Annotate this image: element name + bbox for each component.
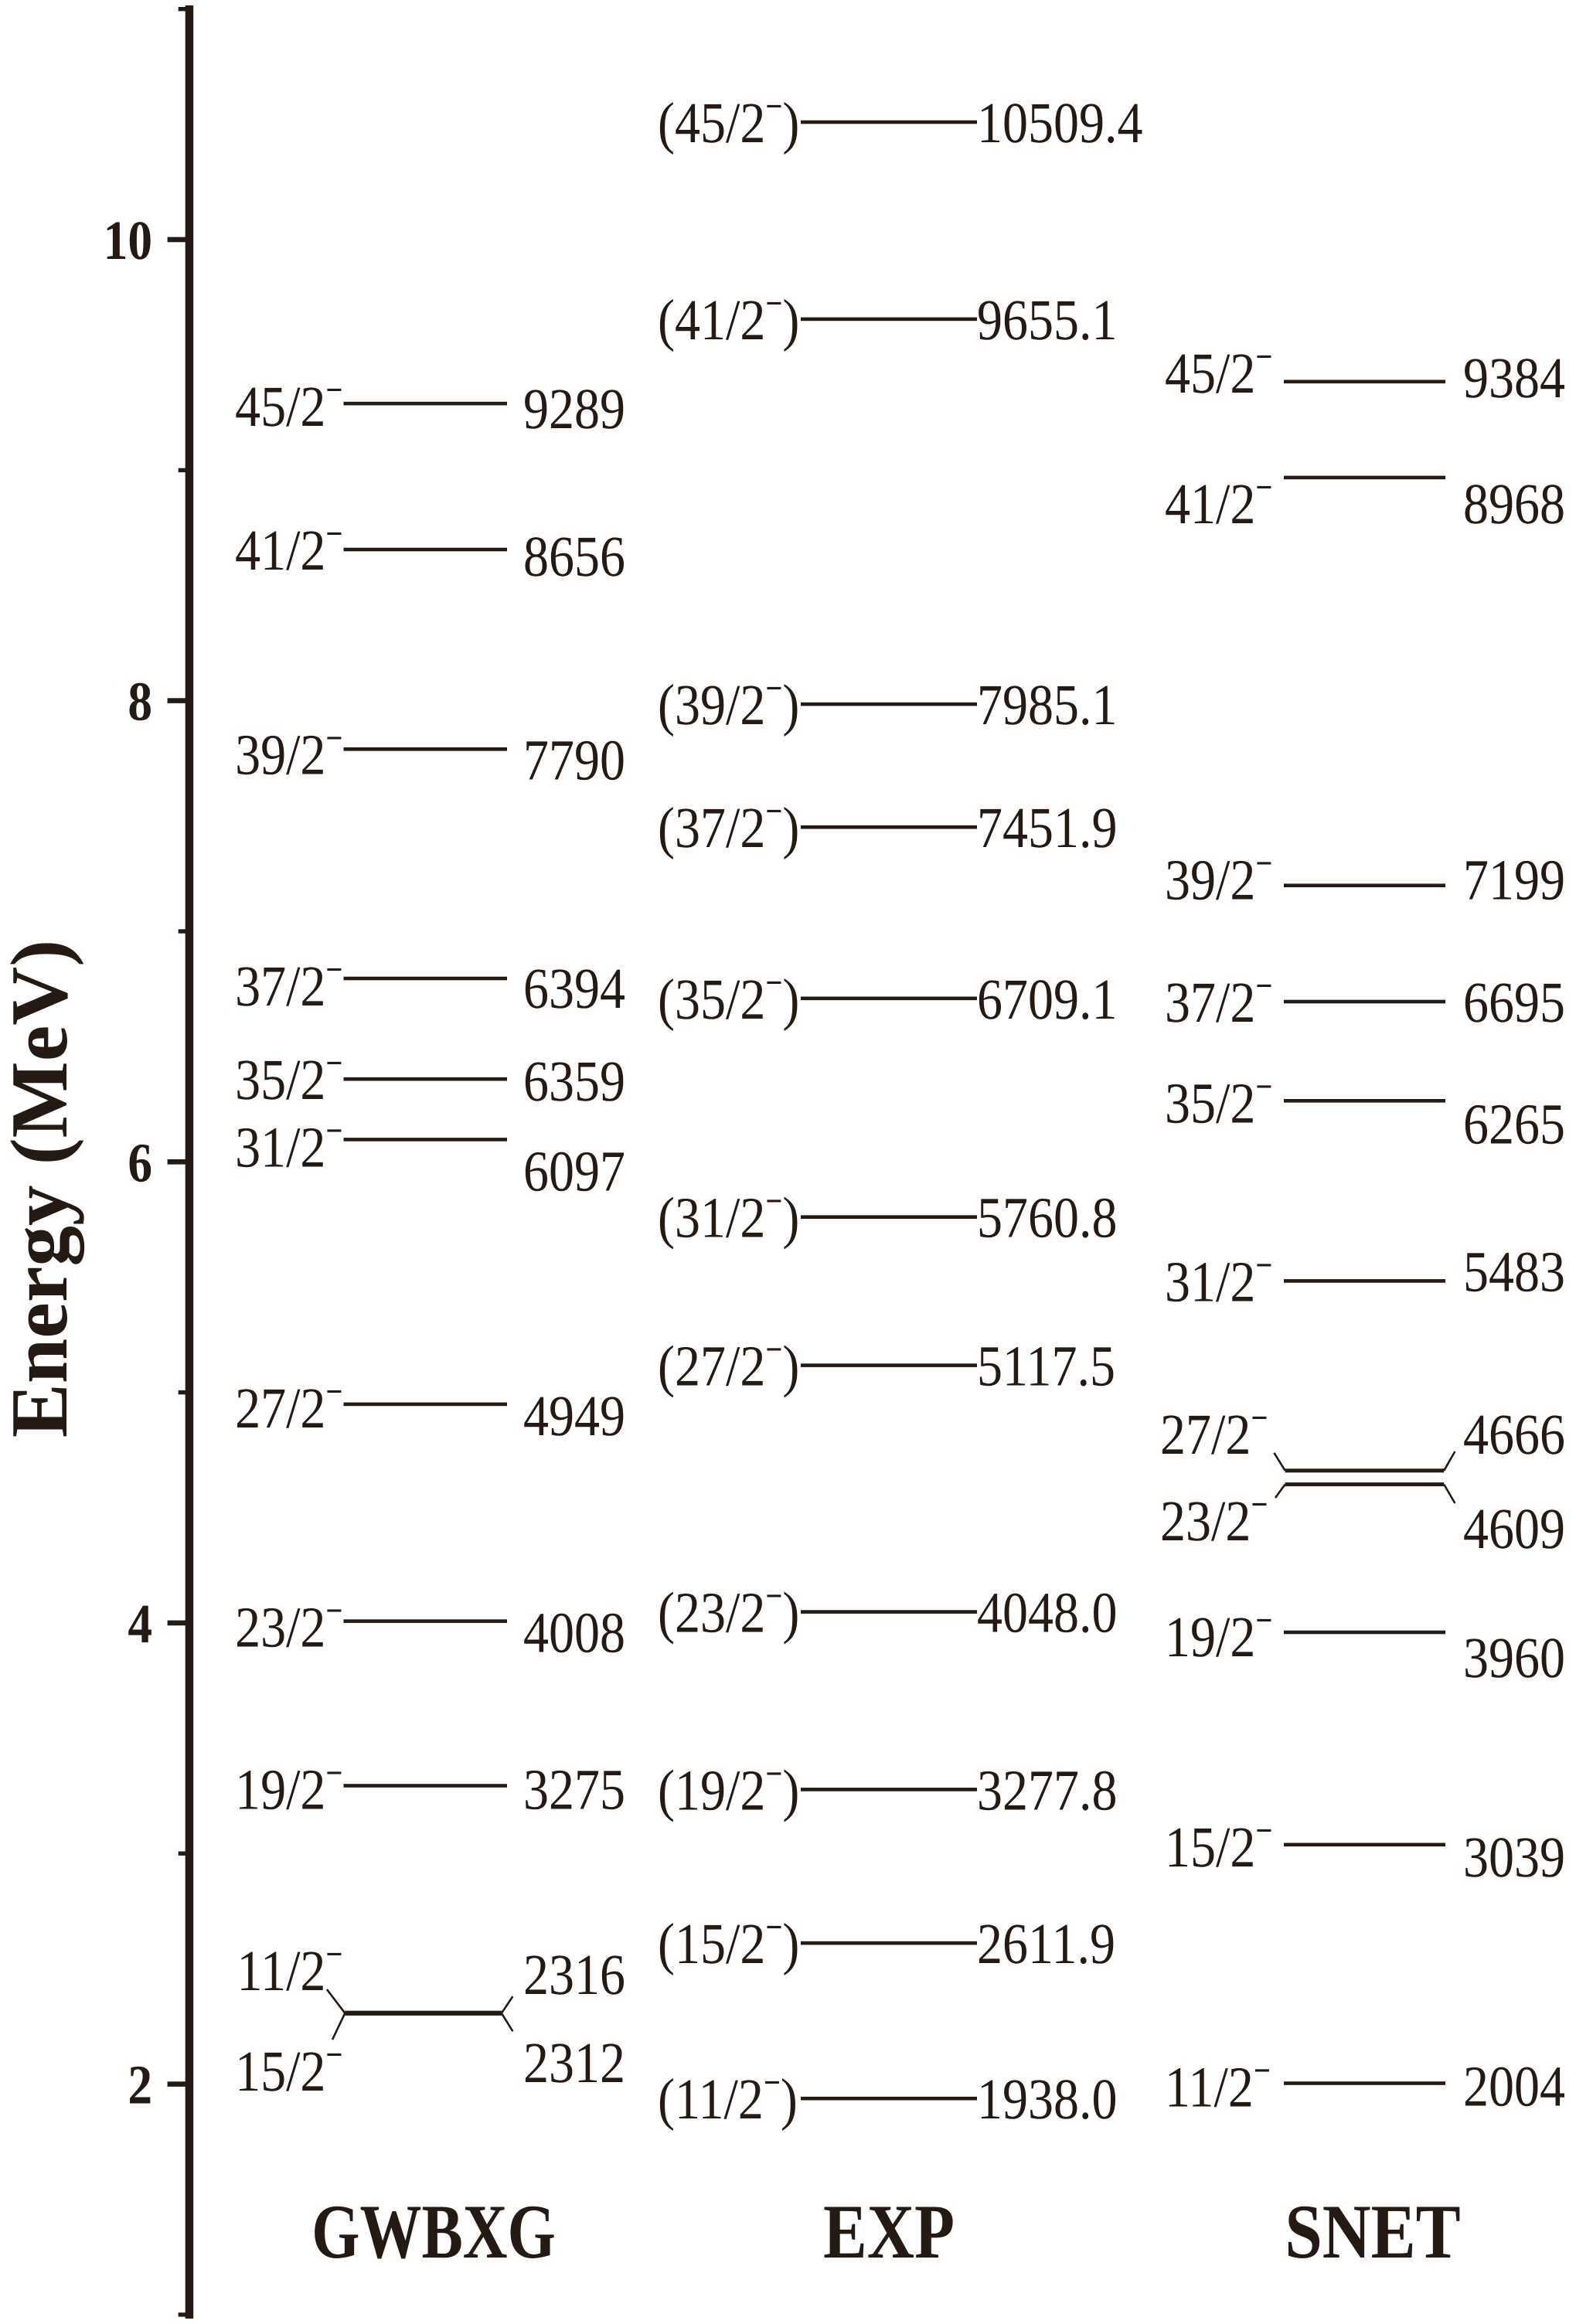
svg-text:4: 4 [128,1593,152,1655]
svg-text:31/2−: 31/2− [1165,1246,1272,1314]
svg-text:23/2−: 23/2− [1160,1485,1268,1553]
svg-text:19/2−: 19/2− [235,1754,342,1822]
svg-text:6265: 6265 [1463,1092,1565,1156]
svg-text:31/2−: 31/2− [235,1111,342,1179]
svg-text:35/2−: 35/2− [1165,1067,1272,1135]
svg-text:6394: 6394 [523,957,625,1021]
svg-text:6695: 6695 [1463,971,1565,1035]
svg-text:27/2−: 27/2− [1160,1399,1268,1467]
svg-text:6: 6 [128,1131,152,1193]
svg-text:3039: 3039 [1463,1826,1565,1890]
svg-text:23/2−: 23/2− [235,1592,342,1660]
svg-text:10509.4: 10509.4 [977,91,1143,155]
svg-text:6359: 6359 [523,1050,625,1114]
svg-text:9384: 9384 [1463,346,1565,410]
svg-text:4008: 4008 [523,1601,625,1666]
svg-text:(39/2−): (39/2−) [658,669,799,737]
svg-text:5483: 5483 [1463,1240,1565,1304]
svg-text:SNET: SNET [1285,2189,1460,2275]
svg-text:9289: 9289 [523,377,625,441]
svg-text:4949: 4949 [523,1384,625,1448]
svg-text:3960: 3960 [1463,1626,1565,1690]
svg-text:7451.9: 7451.9 [977,796,1118,860]
svg-text:19/2−: 19/2− [1165,1601,1272,1669]
svg-text:(11/2−): (11/2−) [658,2064,798,2132]
svg-text:(41/2−): (41/2−) [658,284,799,352]
svg-text:GWBXG: GWBXG [311,2189,556,2275]
svg-text:7790: 7790 [523,728,625,792]
svg-text:41/2−: 41/2− [1165,468,1272,536]
svg-text:39/2−: 39/2− [1165,845,1272,913]
svg-text:4609: 4609 [1463,1497,1565,1561]
svg-text:(35/2−): (35/2−) [658,964,799,1032]
svg-text:35/2−: 35/2− [235,1044,342,1112]
svg-text:2004: 2004 [1463,2055,1565,2119]
svg-text:7199: 7199 [1463,849,1565,913]
svg-text:(15/2−): (15/2−) [658,1908,799,1976]
svg-text:27/2−: 27/2− [235,1373,342,1441]
svg-text:(27/2−): (27/2−) [658,1331,799,1399]
svg-text:7985.1: 7985.1 [977,673,1118,737]
svg-text:9655.1: 9655.1 [977,288,1118,352]
svg-text:(45/2−): (45/2−) [658,87,799,155]
svg-text:39/2−: 39/2− [235,719,342,787]
svg-text:3275: 3275 [523,1758,625,1822]
svg-text:2312: 2312 [523,2031,625,2095]
svg-text:4666: 4666 [1463,1403,1565,1467]
svg-text:15/2−: 15/2− [235,2036,342,2104]
svg-text:5117.5: 5117.5 [977,1335,1115,1399]
svg-text:45/2−: 45/2− [235,371,342,439]
svg-text:2611.9: 2611.9 [977,1912,1115,1976]
svg-text:4048.0: 4048.0 [977,1581,1118,1645]
svg-text:11/2−: 11/2− [1165,2052,1271,2120]
svg-text:15/2−: 15/2− [1165,1812,1272,1880]
svg-text:EXP: EXP [823,2189,955,2275]
svg-text:11/2−: 11/2− [237,1935,343,2003]
svg-text:8656: 8656 [523,525,625,589]
svg-text:(37/2−): (37/2−) [658,792,799,860]
svg-text:41/2−: 41/2− [235,515,342,583]
svg-text:3277.8: 3277.8 [977,1758,1118,1822]
svg-text:(23/2−): (23/2−) [658,1577,799,1645]
svg-text:1938.0: 1938.0 [977,2067,1118,2132]
svg-text:2: 2 [128,2054,152,2116]
svg-text:37/2−: 37/2− [235,951,342,1019]
svg-text:10: 10 [104,209,152,271]
svg-text:8968: 8968 [1463,472,1565,536]
svg-text:45/2−: 45/2− [1165,338,1272,406]
svg-text:2316: 2316 [523,1943,625,2007]
svg-text:Energy (MeV): Energy (MeV) [0,940,85,1438]
svg-text:5760.8: 5760.8 [977,1186,1118,1250]
svg-text:6709.1: 6709.1 [977,968,1118,1032]
svg-text:8: 8 [128,671,152,733]
svg-text:6097: 6097 [523,1139,625,1203]
svg-text:37/2−: 37/2− [1165,967,1272,1035]
svg-text:(19/2−): (19/2−) [658,1754,799,1822]
svg-text:(31/2−): (31/2−) [658,1182,799,1250]
